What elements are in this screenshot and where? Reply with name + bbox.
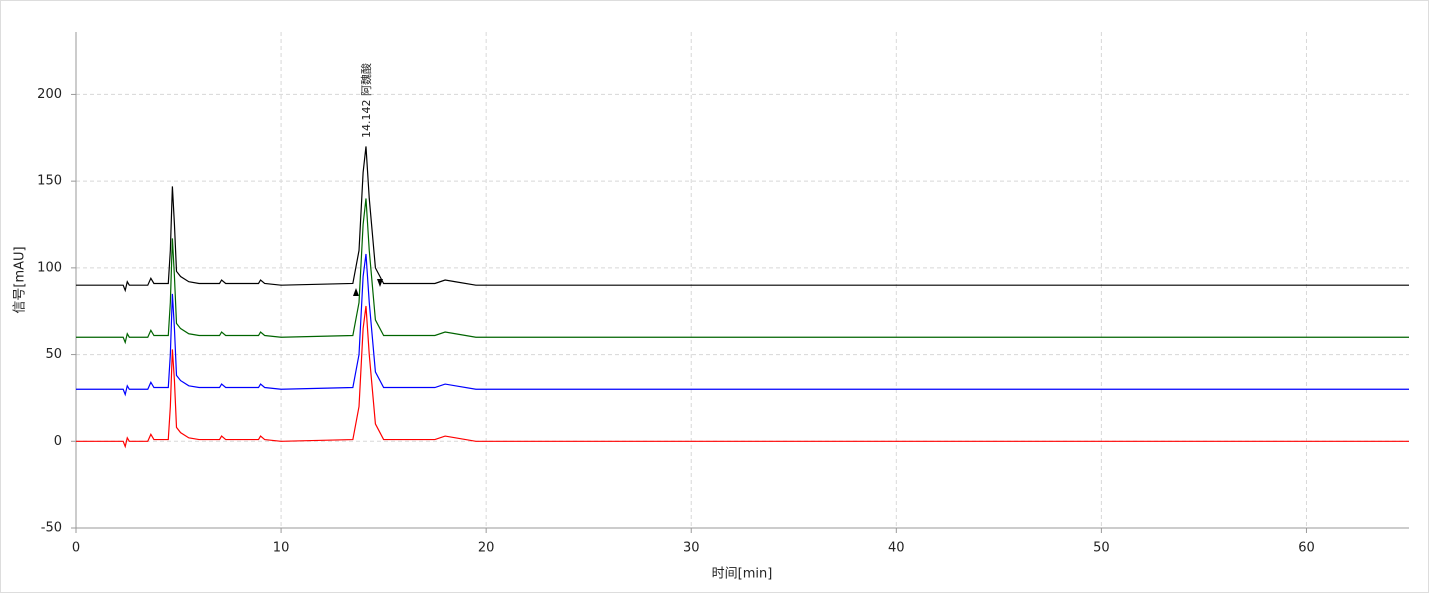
series-line: [76, 305, 1409, 449]
baseline-marker: [353, 288, 359, 296]
baseline-marker: [377, 279, 383, 287]
x-tick-label: 30: [683, 541, 700, 556]
annotation-rt: 14.142: [360, 100, 373, 139]
x-axis-label: 时间[min]: [712, 567, 773, 582]
series-line: [76, 146, 1409, 293]
x-tick-label: 10: [273, 541, 290, 556]
x-tick-label: 0: [72, 541, 80, 556]
y-tick-label: 100: [37, 260, 62, 275]
annotation-label: 阿魏酸: [359, 63, 373, 96]
x-tick-label: 20: [478, 541, 495, 556]
x-tick-label: 50: [1093, 541, 1110, 556]
y-tick-label: 0: [54, 434, 62, 449]
grid: [76, 32, 1409, 529]
y-tick-label: -50: [41, 521, 62, 536]
series-line: [76, 198, 1409, 345]
x-tick-label: 40: [888, 541, 905, 556]
y-tick-label: 200: [37, 87, 62, 102]
y-axis-label: 信号[mAU]: [13, 246, 28, 313]
x-tick-label: 60: [1298, 541, 1315, 556]
series-line: [76, 253, 1409, 397]
y-tick-label: 150: [37, 174, 62, 189]
y-tick-label: 50: [45, 347, 62, 362]
